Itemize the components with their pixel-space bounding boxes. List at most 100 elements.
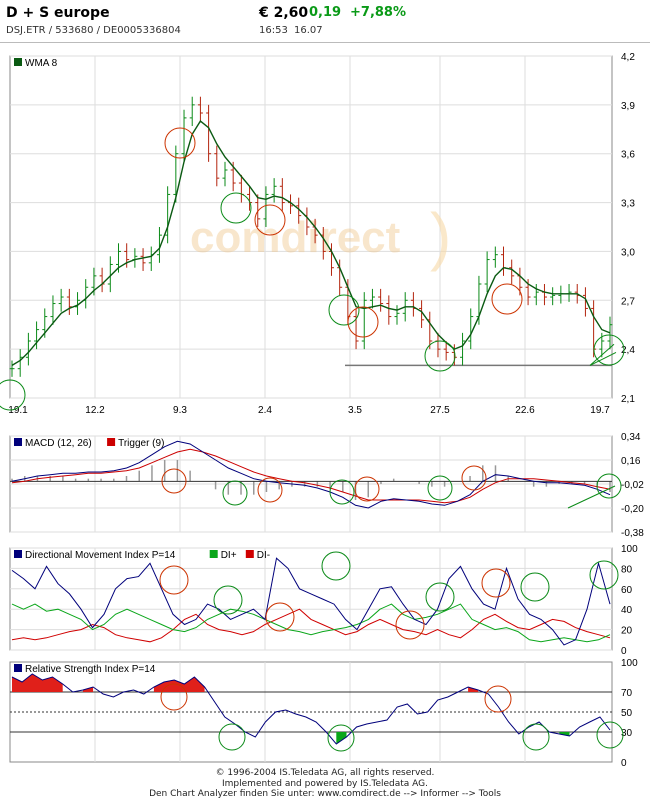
- footer-copyright: © 1996-2004 IS.Teledata AG, all rights r…: [215, 768, 435, 778]
- signal-circle: [596, 473, 622, 499]
- y-tick-label: -0,20: [621, 504, 644, 515]
- stock-name: D + S europe: [6, 5, 110, 21]
- trend-line: [589, 343, 615, 366]
- signal-circle: [481, 568, 511, 598]
- trend-line: [589, 351, 617, 366]
- signal-circle: [220, 192, 252, 224]
- x-tick-label: 19.1: [8, 405, 28, 416]
- watermark-bracket: ): [430, 200, 451, 272]
- signal-circle: [321, 551, 351, 581]
- legend-label: MACD (12, 26): [25, 438, 92, 449]
- copyright-footer: © 1996-2004 IS.Teledata AG, all rights r…: [0, 768, 650, 800]
- chart-analyzer: comdirect) 4,2 3,9 3,6 3,3 3,0 2,7 2,4 2,1 19.1 12…: [0, 52, 644, 768]
- signal-circle: [164, 127, 196, 159]
- signal-circle: [395, 610, 425, 640]
- signal-circle: [218, 723, 246, 751]
- di-minus-line: [11, 608, 611, 643]
- legend-label: WMA 8: [25, 58, 58, 69]
- quote-date: 16.07: [294, 25, 323, 36]
- signal-circle: [0, 379, 26, 411]
- signal-circle: [461, 465, 487, 491]
- legend-label: Trigger (9): [118, 438, 164, 449]
- trigger-line: [11, 448, 611, 504]
- y-tick-label: 80: [621, 564, 633, 575]
- y-tick-label: 0,34: [621, 432, 641, 443]
- y-tick-label: 60: [621, 585, 633, 596]
- legend-label: DI+: [221, 550, 237, 561]
- legend-swatch: [107, 438, 116, 446]
- x-tick-label: 12.2: [85, 405, 105, 416]
- quote-time: 16:53: [259, 25, 288, 36]
- legend-swatch: [209, 550, 218, 558]
- signal-circle: [596, 721, 624, 749]
- signal-circle: [589, 560, 619, 590]
- y-tick-label: 2,4: [621, 345, 635, 356]
- footer-analyzer-link: Den Chart Analyzer finden Sie unter: www…: [149, 789, 501, 799]
- y-tick-label: 3,3: [621, 199, 635, 210]
- signal-circle: [159, 565, 189, 595]
- x-tick-label: 27.5: [430, 405, 450, 416]
- legend-label: DI-: [257, 550, 270, 561]
- signal-circle: [213, 585, 243, 615]
- price-change: 0,19: [309, 5, 342, 20]
- x-tick-label: 3.5: [348, 405, 362, 416]
- y-tick-label: 20: [621, 626, 633, 637]
- wma8-line: [11, 120, 611, 367]
- legend-swatch: [14, 58, 22, 66]
- legend-swatch: [14, 664, 22, 672]
- signal-circle: [347, 306, 379, 338]
- stock-identifiers: DSJ.ETR / 533680 / DE0005336804: [6, 25, 181, 36]
- signal-circle: [593, 334, 625, 366]
- signal-circle: [329, 479, 355, 505]
- signal-circle: [160, 683, 188, 711]
- y-tick-label: 3,6: [621, 150, 635, 161]
- y-tick-label: 2,1: [621, 394, 635, 405]
- footer-implemented: Implemented and powered by IS.Teledata A…: [222, 778, 428, 789]
- macd-trend-line: [567, 485, 616, 509]
- y-tick-label: -0,02: [621, 480, 644, 491]
- signal-circle: [254, 204, 286, 236]
- y-tick-label: 0: [621, 758, 627, 768]
- signal-circle: [327, 724, 355, 752]
- rsi-line: [11, 673, 611, 745]
- signal-circle: [424, 340, 456, 372]
- y-tick-label: 50: [621, 708, 633, 719]
- rsi-overbought-fill: [12, 674, 63, 692]
- signal-circle: [484, 685, 512, 713]
- last-price: € 2,60: [259, 5, 309, 21]
- legend-label: Directional Movement Index P=14: [25, 550, 176, 561]
- signal-circle: [328, 294, 360, 326]
- signal-circle: [354, 476, 380, 502]
- y-tick-label: 3,9: [621, 101, 635, 112]
- panel-frame-3: [9, 547, 613, 651]
- dmi-line: [11, 557, 611, 646]
- y-tick-label: 70: [621, 688, 633, 699]
- x-tick-label: 22.6: [515, 405, 535, 416]
- y-tick-label: 0,16: [621, 456, 641, 467]
- y-tick-label: 40: [621, 605, 633, 616]
- signal-circle: [265, 602, 295, 632]
- legend-swatch: [14, 438, 22, 446]
- y-tick-label: 100: [621, 658, 638, 669]
- di-plus-line: [11, 603, 611, 643]
- macd-line: [11, 440, 611, 509]
- watermark-logo: comdirect: [190, 213, 401, 262]
- legend-swatch: [245, 550, 254, 558]
- x-tick-label: 9.3: [173, 405, 187, 416]
- y-tick-label: 0: [621, 646, 627, 657]
- legend-label: Relative Strength Index P=14: [25, 664, 156, 675]
- rsi-oversold-fill: [336, 732, 347, 744]
- price-change-percent: +7,88%: [350, 5, 406, 20]
- x-tick-label: 2.4: [258, 405, 272, 416]
- signal-circle: [425, 582, 455, 612]
- y-tick-label: -0,38: [621, 528, 644, 539]
- legend-swatch: [14, 550, 22, 558]
- quote-header: D + S europe DSJ.ETR / 533680 / DE000533…: [0, 0, 650, 43]
- signal-circle: [520, 572, 550, 602]
- signal-circle: [222, 480, 248, 506]
- y-tick-label: 3,0: [621, 247, 635, 258]
- signal-circle: [427, 475, 453, 501]
- signal-circle: [522, 723, 550, 751]
- panel-frame-1: [9, 55, 613, 399]
- y-tick-label: 100: [621, 544, 638, 555]
